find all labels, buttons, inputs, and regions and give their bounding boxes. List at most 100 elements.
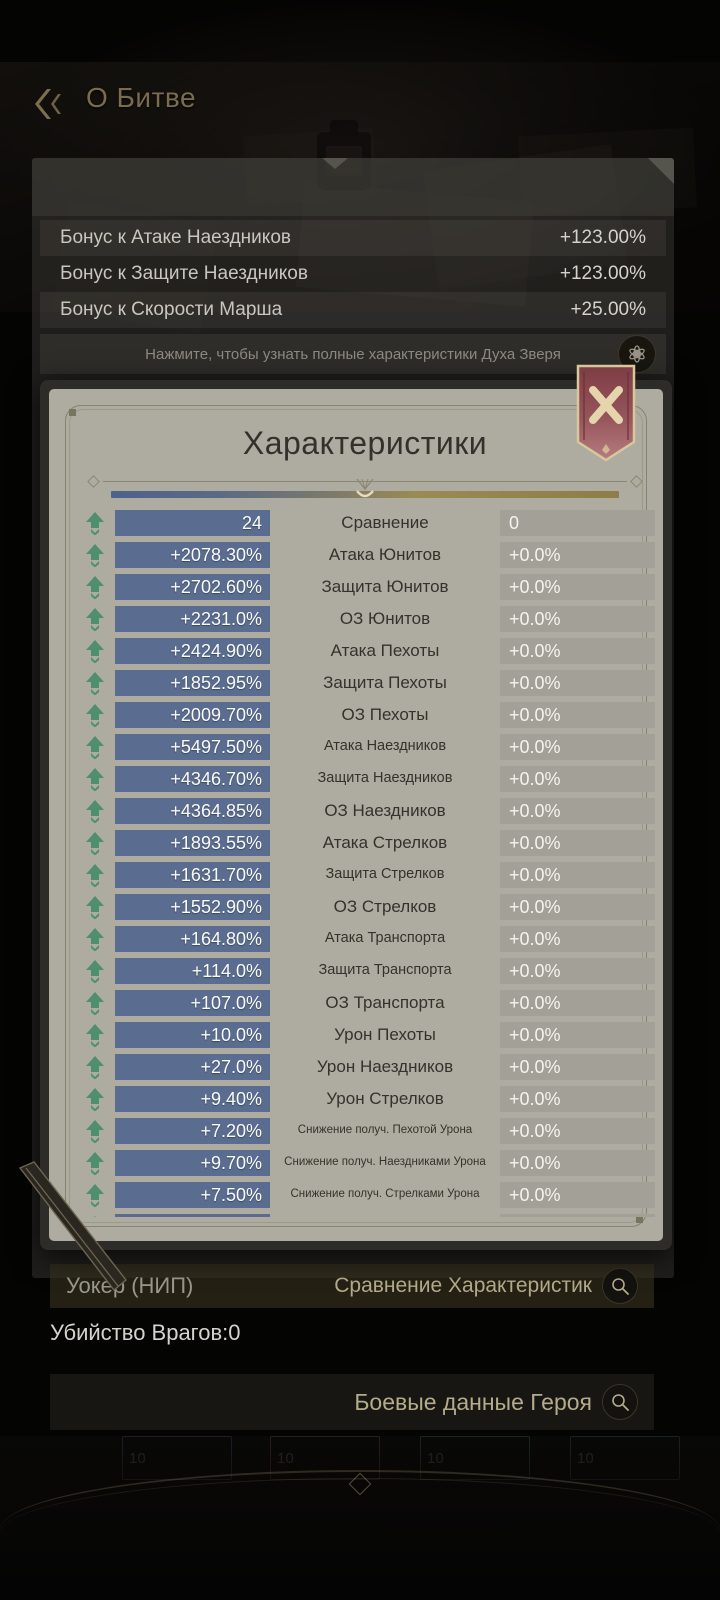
stat-arrow-up <box>75 1183 115 1207</box>
hero-magnifier-button[interactable] <box>602 1384 638 1420</box>
arrow-up-green-icon <box>86 736 104 759</box>
stat-label: ОЗ Наездников <box>324 802 446 820</box>
stat-value-bar: +4346.70% <box>115 766 270 792</box>
stat-label: Атака Наездников <box>323 739 447 755</box>
hero-battle-data-row[interactable]: Боевые данные Героя <box>50 1374 654 1430</box>
stats-modal-body: Характеристики 24 Сравнение 0 +2078.30% Атак… <box>49 389 663 1241</box>
stat-value-bar: +9.70% <box>115 1150 270 1176</box>
stat-row: +2702.60% Защита Юнитов +0.0% <box>75 571 655 603</box>
stat-compare-bar: +0.0% <box>500 894 655 920</box>
stat-row: +164.80% Атака Транспорта +0.0% <box>75 923 655 955</box>
arrow-up-green-icon <box>86 672 104 695</box>
magnifier-icon <box>612 1394 629 1411</box>
stat-value-bar: +7.50% <box>115 1182 270 1208</box>
stat-arrow-up <box>75 1215 115 1217</box>
stat-row: +7.20% Снижение получ. Пехотой Урона +0.0% <box>75 1115 655 1147</box>
arrow-up-green-icon <box>86 704 104 727</box>
comparison-row[interactable]: Уокер (НИП) Сравнение Характеристик <box>50 1264 654 1308</box>
close-x-icon <box>576 364 636 462</box>
stat-compare-bar: +0.0% <box>500 734 655 760</box>
arrow-up-green-icon <box>86 544 104 567</box>
stat-row: +1852.95% Защита Пехоты +0.0% <box>75 667 655 699</box>
arrow-up-green-icon <box>86 864 104 887</box>
bottom-arc-decoration <box>0 1478 720 1534</box>
hero-battle-data-label: Боевые данные Героя <box>354 1388 592 1415</box>
arrow-up-green-icon <box>86 512 104 535</box>
arrow-up-green-icon <box>86 896 104 919</box>
stat-row: +2078.30% Атака Юнитов +0.0% <box>75 539 655 571</box>
enemy-kills-label: Убийство Врагов:0 <box>50 1320 241 1345</box>
stat-arrow-up <box>75 895 115 919</box>
comparison-magnifier-button[interactable] <box>602 1268 638 1304</box>
stat-row: +4346.70% Защита Наездников +0.0% <box>75 763 655 795</box>
stat-arrow-up <box>75 1151 115 1175</box>
stat-arrow-up <box>75 1023 115 1047</box>
stat-row: +7.50% Снижение получ. Стрелками Урона +0.… <box>75 1179 655 1211</box>
stat-compare-bar: +0.0% <box>500 798 655 824</box>
stat-row: +114.0% Защита Транспорта +0.0% <box>75 955 655 987</box>
arrow-up-green-icon <box>86 800 104 823</box>
stat-arrow-up <box>75 991 115 1015</box>
stat-compare-bar: +0.0% <box>500 606 655 632</box>
stat-label: Защита Юнитов <box>321 578 449 596</box>
item-strip: 10 10 10 10 <box>0 1436 720 1600</box>
stat-label: ОЗ Юнитов <box>339 610 431 628</box>
bonus-row: Бонус к Защите Наездников +123.00% <box>40 256 666 292</box>
stat-compare-bar: +0.0% <box>500 702 655 728</box>
arrow-up-green-icon <box>86 576 104 599</box>
stat-value-bar: +4364.85% <box>115 798 270 824</box>
stat-value-bar: +2231.0% <box>115 606 270 632</box>
stats-list: 24 Сравнение 0 +2078.30% Атака Юнитов +0.0% +2… <box>75 507 655 1217</box>
beast-spirit-hint-label: Нажмите, чтобы узнать полные характерист… <box>145 345 561 363</box>
stat-value-bar: +10.0% <box>115 1022 270 1048</box>
stat-label: ОЗ Стрелков <box>333 898 437 916</box>
bonus-value: +25.00% <box>570 299 646 320</box>
close-button[interactable] <box>574 364 638 468</box>
stat-row: +2231.0% ОЗ Юнитов +0.0% <box>75 603 655 635</box>
stat-value-bar: +26.60% <box>115 1214 270 1217</box>
divider-line <box>103 481 627 482</box>
stat-label: ОЗ Транспорта <box>325 994 445 1012</box>
modal-title: Характеристики <box>242 425 488 461</box>
stat-compare-bar: +0.0% <box>500 1054 655 1080</box>
page-title: О Битве <box>86 82 197 113</box>
bonus-label: Бонус к Скорости Марша <box>60 299 283 320</box>
divider-gradient-bar <box>111 491 619 498</box>
divider-diamond-right-icon <box>630 475 643 488</box>
back-chevron-icon <box>35 89 61 119</box>
magnifier-icon <box>612 1278 629 1295</box>
bonus-label: Бонус к Атаке Наездников <box>60 227 291 248</box>
stat-row: +1893.55% Атака Стрелков +0.0% <box>75 827 655 859</box>
arrow-up-green-icon <box>86 992 104 1015</box>
stat-label: Атака Транспорта <box>324 931 446 947</box>
stat-value-bar: +2009.70% <box>115 702 270 728</box>
stat-value-bar: +107.0% <box>115 990 270 1016</box>
stat-label: Защита Наездников <box>317 771 453 787</box>
back-button[interactable] <box>28 84 70 124</box>
stat-label: Атака Пехоты <box>330 642 440 660</box>
stat-value-bar: +27.0% <box>115 1054 270 1080</box>
beast-spirit-hint[interactable]: Нажмите, чтобы узнать полные характерист… <box>40 334 666 374</box>
stat-label: Сравнение <box>341 514 429 532</box>
stat-value-bar: 24 <box>115 510 270 536</box>
stat-value-bar: +2702.60% <box>115 574 270 600</box>
panel-header-strip <box>32 158 674 216</box>
stat-arrow-up <box>75 799 115 823</box>
stat-row: 24 Сравнение 0 <box>75 507 655 539</box>
stat-arrow-up <box>75 575 115 599</box>
arrow-up-green-icon <box>86 832 104 855</box>
stat-label: Снижение получ. Пехотой Урона <box>297 1124 473 1137</box>
stat-arrow-up <box>75 543 115 567</box>
stat-row: +2424.90% Атака Пехоты +0.0% <box>75 635 655 667</box>
stat-compare-bar: +0.0% <box>500 1182 655 1208</box>
stat-value-bar: +1552.90% <box>115 894 270 920</box>
stat-arrow-up <box>75 671 115 695</box>
stat-value-bar: +1852.95% <box>115 670 270 696</box>
lower-panel: Уокер (НИП) Сравнение Характеристик Убий… <box>0 1256 720 1600</box>
stat-row: +5497.50% Атака Наездников +0.0% <box>75 731 655 763</box>
stat-arrow-up <box>75 703 115 727</box>
divider-ornament-icon <box>345 478 385 501</box>
arrow-up-green-icon <box>86 608 104 631</box>
stat-arrow-up <box>75 767 115 791</box>
